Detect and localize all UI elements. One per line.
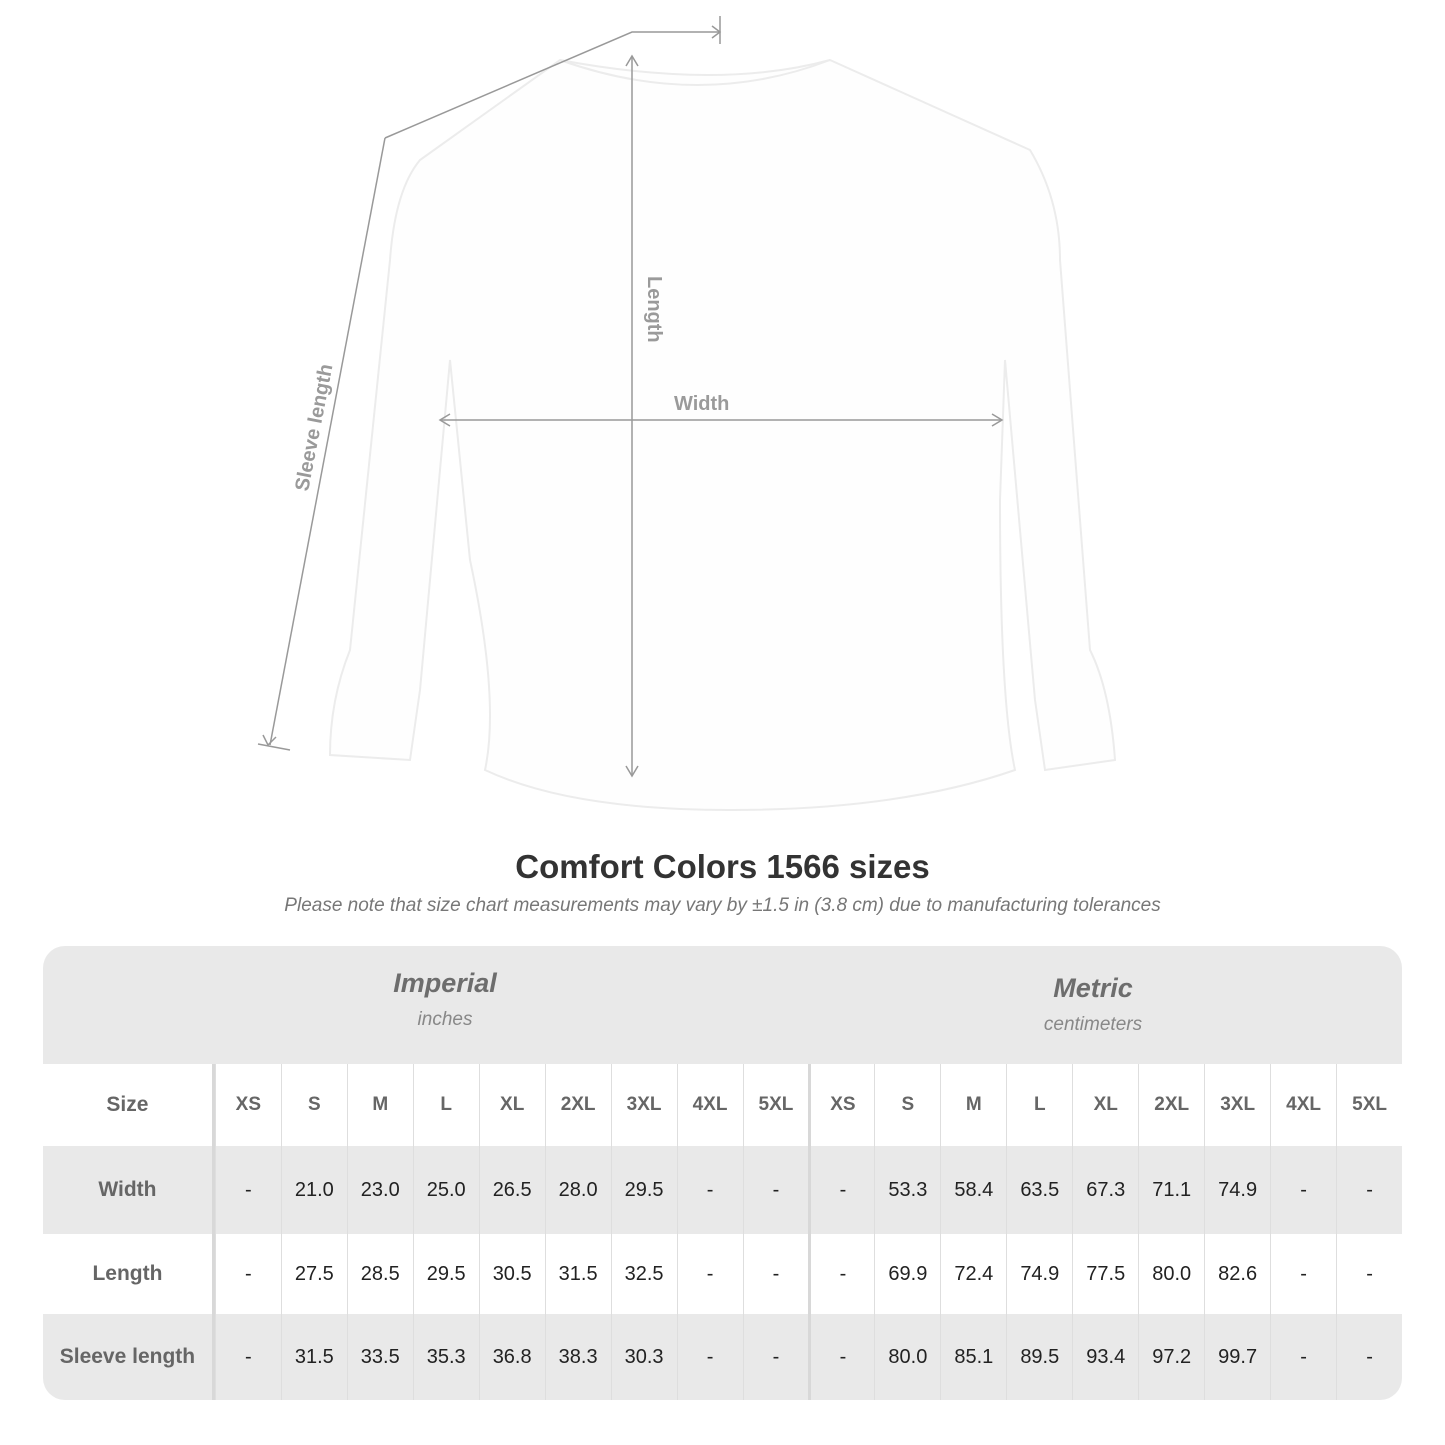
value-cell: - bbox=[808, 1234, 874, 1314]
width-label: Width bbox=[674, 393, 729, 415]
value-cell: 74.9 bbox=[1204, 1146, 1270, 1234]
value-cell: - bbox=[214, 1234, 281, 1314]
size-header-cell: XL bbox=[1072, 1064, 1138, 1146]
value-cell: 27.5 bbox=[280, 1234, 347, 1314]
imperial-header: Imperial inches bbox=[215, 968, 675, 1031]
value-cell: 53.3 bbox=[874, 1146, 940, 1234]
value-cell: 74.9 bbox=[1006, 1234, 1072, 1314]
page-title: Comfort Colors 1566 sizes bbox=[515, 848, 930, 885]
value-cell: - bbox=[214, 1314, 281, 1400]
imperial-unit: inches bbox=[417, 1009, 473, 1030]
size-header-cell: XL bbox=[478, 1064, 545, 1146]
value-cell: - bbox=[1270, 1146, 1336, 1234]
value-cell: - bbox=[742, 1234, 809, 1314]
length-label: Length bbox=[643, 276, 665, 343]
value-cell: 23.0 bbox=[346, 1146, 413, 1234]
value-cell: 89.5 bbox=[1006, 1314, 1072, 1400]
value-cell: 26.5 bbox=[478, 1146, 545, 1234]
value-cell: - bbox=[1336, 1146, 1402, 1234]
value-cell: - bbox=[1270, 1234, 1336, 1314]
table-row: Width -21.0 23.0 25.0 26.5 28.0 29.5- - -53.3 58.… bbox=[43, 1146, 1402, 1234]
value-cell: - bbox=[214, 1146, 281, 1234]
value-cell: 63.5 bbox=[1006, 1146, 1072, 1234]
size-header-cell: S bbox=[280, 1064, 347, 1146]
value-cell: 31.5 bbox=[280, 1314, 347, 1400]
value-cell: 71.1 bbox=[1138, 1146, 1204, 1234]
size-header-cell: L bbox=[412, 1064, 479, 1146]
size-table: Imperial inches Metric centimeters Size X… bbox=[43, 946, 1402, 1400]
size-header-cell: XS bbox=[214, 1064, 281, 1146]
size-header-cell: 3XL bbox=[610, 1064, 677, 1146]
value-cell: - bbox=[1336, 1314, 1402, 1400]
value-cell: 72.4 bbox=[940, 1234, 1006, 1314]
value-cell: 67.3 bbox=[1072, 1146, 1138, 1234]
size-header-cell: M bbox=[940, 1064, 1006, 1146]
value-cell: - bbox=[676, 1146, 743, 1234]
value-cell: 38.3 bbox=[544, 1314, 611, 1400]
tolerance-note: Please note that size chart measurements… bbox=[284, 895, 1161, 916]
size-header-cell: 4XL bbox=[1270, 1064, 1336, 1146]
unit-header-band: Imperial inches Metric centimeters bbox=[43, 946, 1402, 1064]
value-cell: 82.6 bbox=[1204, 1234, 1270, 1314]
size-header-cell: L bbox=[1006, 1064, 1072, 1146]
value-cell: 99.7 bbox=[1204, 1314, 1270, 1400]
size-label: Size bbox=[43, 1064, 215, 1146]
value-cell: 69.9 bbox=[874, 1234, 940, 1314]
value-cell: 80.0 bbox=[1138, 1234, 1204, 1314]
size-header-cell: 2XL bbox=[544, 1064, 611, 1146]
row-label: Width bbox=[43, 1146, 215, 1234]
table-row: Sleeve length -31.5 33.5 35.3 36.8 38.3 30.3- -… bbox=[43, 1314, 1402, 1400]
value-cell: 93.4 bbox=[1072, 1314, 1138, 1400]
metric-header: Metric centimeters bbox=[809, 973, 1377, 1036]
sweatshirt-diagram: Sleeve length Length Width bbox=[257, 16, 1117, 812]
value-cell: - bbox=[676, 1234, 743, 1314]
value-cell: 58.4 bbox=[940, 1146, 1006, 1234]
value-cell: - bbox=[1270, 1314, 1336, 1400]
value-cell: 77.5 bbox=[1072, 1234, 1138, 1314]
table-row: Length -27.5 28.5 29.5 30.5 31.5 32.5- - -69.9 72… bbox=[43, 1234, 1402, 1314]
size-header-cell: 2XL bbox=[1138, 1064, 1204, 1146]
row-label: Sleeve length bbox=[43, 1314, 215, 1400]
size-header-cell: 5XL bbox=[742, 1064, 809, 1146]
size-header-cell: XS bbox=[808, 1064, 874, 1146]
size-header-cell: 5XL bbox=[1336, 1064, 1402, 1146]
value-cell: 36.8 bbox=[478, 1314, 545, 1400]
value-cell: 30.5 bbox=[478, 1234, 545, 1314]
value-cell: 29.5 bbox=[610, 1146, 677, 1234]
value-cell: 31.5 bbox=[544, 1234, 611, 1314]
size-header-cell: S bbox=[874, 1064, 940, 1146]
value-cell: 33.5 bbox=[346, 1314, 413, 1400]
value-cell: 29.5 bbox=[412, 1234, 479, 1314]
value-cell: 28.5 bbox=[346, 1234, 413, 1314]
metric-title: Metric bbox=[1053, 973, 1133, 1003]
value-cell: 97.2 bbox=[1138, 1314, 1204, 1400]
value-cell: 32.5 bbox=[610, 1234, 677, 1314]
imperial-title: Imperial bbox=[393, 968, 497, 998]
value-cell: 21.0 bbox=[280, 1146, 347, 1234]
size-header-cell: M bbox=[346, 1064, 413, 1146]
value-cell: - bbox=[676, 1314, 743, 1400]
row-label: Length bbox=[43, 1234, 215, 1314]
value-cell: 80.0 bbox=[874, 1314, 940, 1400]
value-cell: 28.0 bbox=[544, 1146, 611, 1234]
value-cell: 30.3 bbox=[610, 1314, 677, 1400]
sleeve-length-line bbox=[384, 31, 720, 139]
value-cell: 35.3 bbox=[412, 1314, 479, 1400]
sweatshirt-illustration bbox=[328, 58, 1117, 812]
value-cell: - bbox=[1336, 1234, 1402, 1314]
value-cell: 25.0 bbox=[412, 1146, 479, 1234]
size-header-row: Size XS S M L XL 2XL 3XL 4XL 5XL XS S M L XL 2XL 3XL 4XL 5… bbox=[43, 1064, 1402, 1146]
value-cell: - bbox=[808, 1146, 874, 1234]
metric-unit: centimeters bbox=[1043, 1014, 1143, 1035]
value-cell: 85.1 bbox=[940, 1314, 1006, 1400]
size-header-cell: 4XL bbox=[676, 1064, 743, 1146]
value-cell: - bbox=[808, 1314, 874, 1400]
value-cell: - bbox=[742, 1146, 809, 1234]
value-cell: - bbox=[742, 1314, 809, 1400]
size-header-cell: 3XL bbox=[1204, 1064, 1270, 1146]
